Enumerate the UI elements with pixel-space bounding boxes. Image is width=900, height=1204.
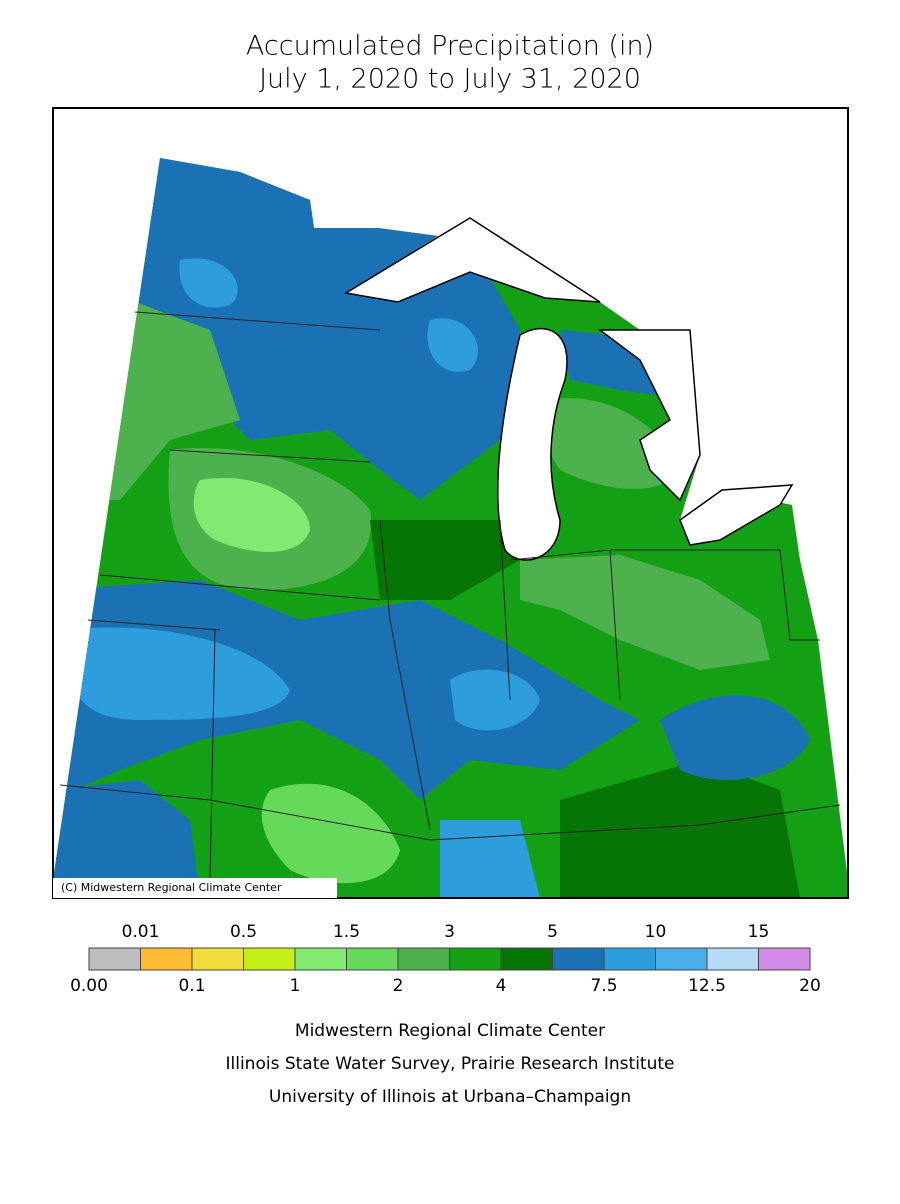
legend-label: 1.5 [333,922,360,942]
contour [53,780,200,898]
legend-swatch [191,947,244,971]
state-borders [59,311,841,881]
legend-swatch [603,947,656,971]
lake-huron [597,329,701,502]
footer-line: Illinois State Water Survey, Prairie Res… [226,1054,675,1074]
legend-label: 4 [496,976,507,996]
contour [68,627,290,720]
legend-label: 1 [290,976,301,996]
legend-swatch [140,947,193,971]
contour [179,258,238,308]
legend-swatch [758,947,811,971]
contour [660,695,810,780]
legend-label: 20 [799,976,821,996]
copyright: (C) Midwestern Regional Climate Center [61,881,282,894]
legend-label: 7.5 [590,976,617,996]
lake-superior [343,217,601,303]
legend-swatch [449,947,502,971]
contour [450,669,540,731]
contour [120,158,520,500]
legend-label: 3 [444,922,455,942]
contour [543,398,680,489]
footer-line: Midwestern Regional Climate Center [295,1021,605,1041]
contour [53,580,640,800]
legend-label: 2 [393,976,404,996]
contour [261,783,400,884]
lake-erie [679,484,794,546]
contour [193,478,310,552]
lake-michigan [497,327,568,561]
legend-swatch [655,947,708,971]
contour [427,318,478,372]
legend-label: 0.1 [178,976,205,996]
title-line-2: July 1, 2020 to July 31, 2020 [259,64,641,95]
legend-swatch [346,947,399,971]
legend: 0.00 0.01 0.1 0.5 1 1.5 2 3 4 5 7.5 10 12.5 15 20 [70,922,821,996]
legend-label: 15 [748,922,770,942]
legend-label: 5 [547,922,558,942]
legend-label: 0.5 [230,922,257,942]
title-line-1: Accumulated Precipitation (in) [246,31,654,62]
legend-label: 10 [645,922,667,942]
legend-label: 0.00 [70,976,108,996]
copyright-box [53,878,337,898]
contour [370,520,520,600]
footer-line: University of Illinois at Urbana–Champai… [269,1087,631,1107]
legend-swatch [294,947,347,971]
legend-swatch [397,947,450,971]
contour [440,820,540,898]
legend-swatch [88,947,141,971]
contour [560,760,800,898]
legend-swatch [552,947,605,971]
map-frame [52,107,849,899]
legend-swatch [706,947,759,971]
legend-swatch [243,947,296,971]
legend-swatch [500,947,553,971]
legend-label: 12.5 [688,976,726,996]
legend-label: 0.01 [122,922,160,942]
contour [520,555,770,670]
